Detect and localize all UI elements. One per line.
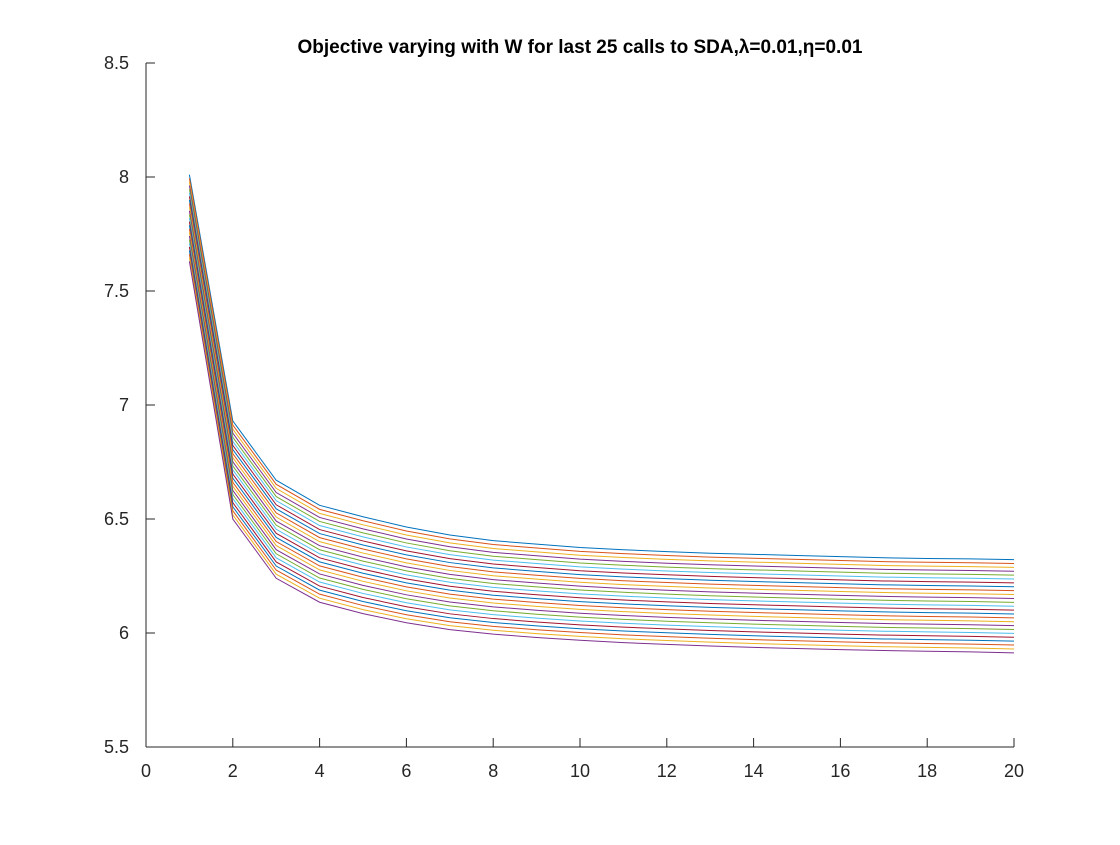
- chart-title: Objective varying with W for last 25 cal…: [298, 37, 863, 58]
- series-line: [188, 207, 1015, 596]
- series-line: [188, 232, 1015, 623]
- y-tick-label: 7: [119, 395, 129, 415]
- series-line: [188, 189, 1015, 576]
- series-line: [188, 250, 1015, 642]
- series-line: [188, 217, 1015, 607]
- series-line: [188, 174, 1015, 561]
- series-line: [188, 199, 1015, 588]
- x-tick-label: 8: [488, 761, 498, 781]
- series-line: [188, 214, 1015, 603]
- y-tick-label: 8.5: [104, 53, 129, 73]
- series-line: [188, 239, 1015, 631]
- series-line: [188, 257, 1015, 650]
- series-line: [188, 181, 1015, 568]
- y-tick-label: 6.5: [104, 509, 129, 529]
- series-line: [188, 236, 1015, 627]
- y-tick-label: 6: [119, 623, 129, 643]
- x-tick-label: 10: [570, 761, 590, 781]
- series-line: [188, 228, 1015, 619]
- x-tick-label: 16: [830, 761, 850, 781]
- x-tick-label: 4: [315, 761, 325, 781]
- y-tick-label: 5.5: [104, 737, 129, 757]
- series-line: [188, 246, 1015, 638]
- axes: [145, 63, 1014, 748]
- x-tick-label: 6: [401, 761, 411, 781]
- x-tick-label: 12: [657, 761, 677, 781]
- y-tick-label: 8: [119, 167, 129, 187]
- series-line: [188, 225, 1015, 615]
- ticks-group: 0 2 4 6 8 10 12 14 16 18 20 5.5 6 6.5 7 7.5 8 8.5: [104, 53, 1024, 781]
- series-line: [188, 178, 1015, 564]
- y-tick-label: 7.5: [104, 281, 129, 301]
- series-line: [188, 192, 1015, 580]
- series-line: [188, 210, 1015, 599]
- series-line: [188, 261, 1015, 654]
- x-tick-label: 20: [1004, 761, 1024, 781]
- series-group: [188, 174, 1015, 654]
- series-line: [188, 203, 1015, 592]
- x-tick-label: 14: [744, 761, 764, 781]
- series-line: [188, 221, 1015, 611]
- x-tick-label: 0: [141, 761, 151, 781]
- x-tick-label: 2: [228, 761, 238, 781]
- series-line: [188, 185, 1015, 572]
- series-line: [188, 196, 1015, 584]
- x-tick-label: 18: [917, 761, 937, 781]
- series-line: [188, 254, 1015, 646]
- series-line: [188, 243, 1015, 634]
